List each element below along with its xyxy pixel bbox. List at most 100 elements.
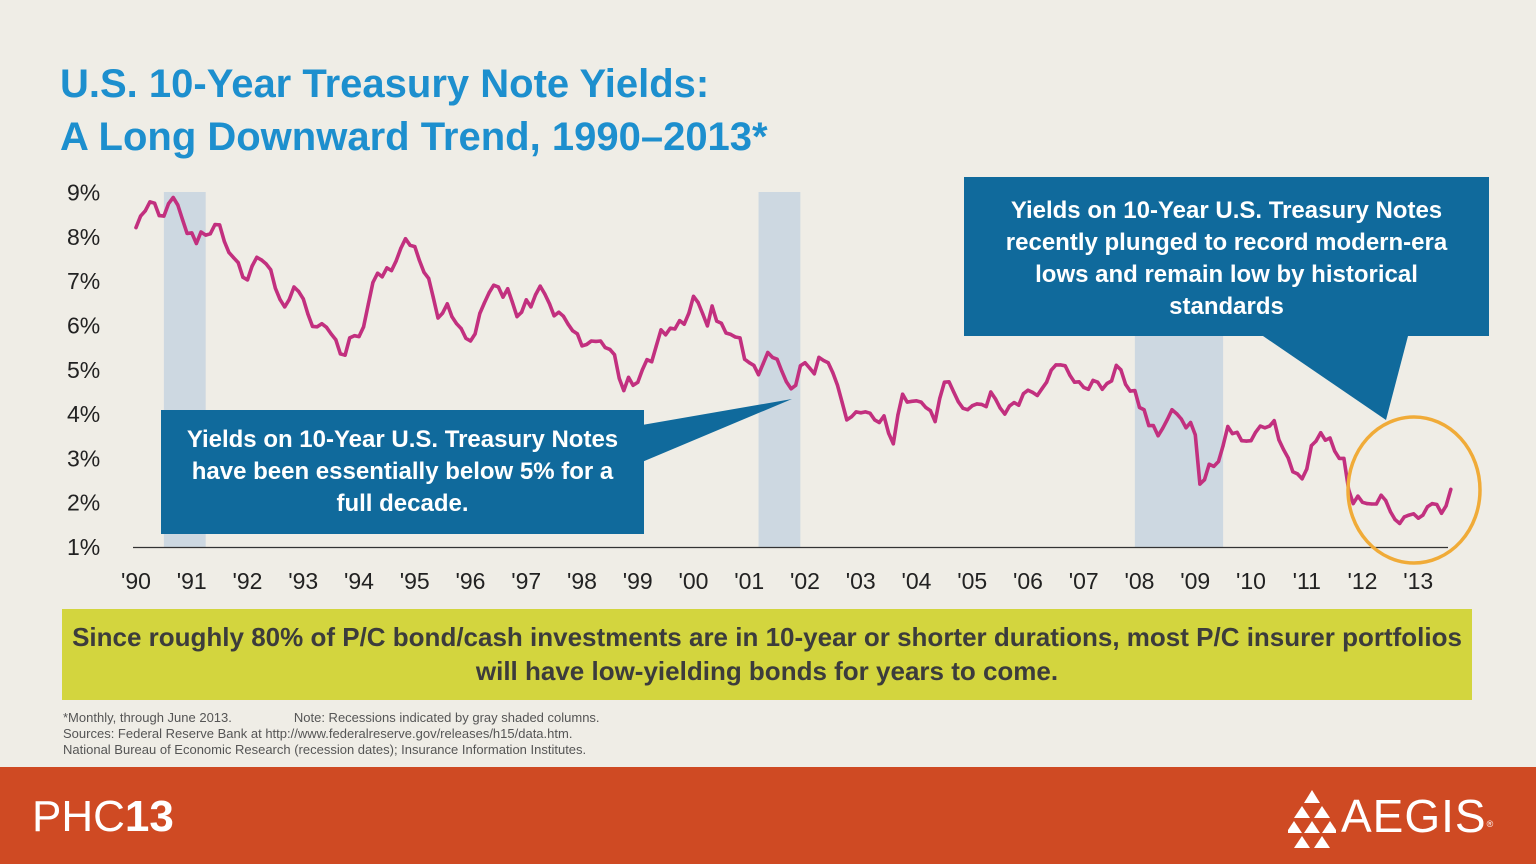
data-point [366,302,370,306]
data-point [436,316,440,320]
data-point [979,402,984,406]
data-point [803,361,807,365]
data-point [269,268,273,272]
data-point [376,271,380,275]
takeaway-banner: Since roughly 80% of P/C bond/cash inves… [62,609,1472,700]
data-point [259,258,263,262]
data-point [1184,426,1188,430]
data-point [1156,434,1160,438]
data-point [1049,368,1053,372]
data-point [292,285,296,289]
data-point [1235,430,1239,434]
callout-left-pointer [642,399,792,462]
data-point [910,399,914,403]
data-point [1333,449,1337,453]
data-point [348,336,352,340]
data-point [310,324,315,328]
data-point [1244,439,1248,443]
data-point [324,325,329,329]
data-point [696,300,700,305]
x-tick-label: '95 [400,568,430,594]
data-point [608,347,612,351]
data-point [640,368,645,372]
data-point [993,397,998,401]
data-point [524,298,528,302]
data-point [255,255,259,259]
data-point [603,346,607,350]
data-point [1421,513,1425,517]
data-point [770,355,775,359]
data-point [334,338,338,342]
data-point [1230,432,1234,436]
data-point [283,305,287,309]
data-point [1249,439,1253,443]
data-point [1017,403,1021,407]
data-point [1425,505,1430,509]
y-tick-label: 2% [67,490,100,516]
data-point [199,230,203,234]
data-point [914,399,919,403]
data-point [1189,420,1193,425]
data-point [798,364,803,368]
data-point [659,328,663,332]
data-point [1281,447,1286,452]
data-point [817,355,821,359]
data-point [459,327,463,331]
data-point [236,261,240,265]
data-point [338,352,342,356]
data-point [1393,517,1397,522]
data-point [840,401,844,405]
data-point [1072,380,1077,384]
data-point [682,322,686,326]
data-point [1258,424,1262,428]
data-point [854,410,858,414]
data-point [148,200,152,204]
data-point [389,269,394,273]
data-point [557,310,561,314]
data-point [1170,408,1174,412]
data-point [766,350,770,355]
data-point [1254,430,1258,434]
data-point [784,380,789,384]
data-point [650,360,654,364]
slide-title: U.S. 10-Year Treasury Note Yields: A Lon… [60,58,768,164]
data-point [222,239,226,243]
data-point [687,311,691,315]
data-point [1370,502,1374,506]
data-point [1435,502,1439,507]
data-point [961,406,965,410]
data-point [520,310,524,314]
data-point [343,353,347,357]
data-point [297,289,301,293]
data-point [1114,363,1118,367]
data-point [232,256,236,260]
data-point [1086,387,1090,391]
data-point [417,258,421,262]
data-point [1221,444,1225,448]
data-point [1003,412,1007,416]
data-point [1045,380,1049,384]
data-point [919,400,923,404]
data-point [701,312,705,316]
x-tick-label: '92 [233,568,263,594]
y-tick-label: 4% [67,401,100,427]
data-point [371,280,375,285]
phc-logo-suffix: 13 [124,792,174,841]
data-point [719,321,724,325]
data-point [868,411,872,415]
data-point [329,332,333,336]
data-point [1449,487,1453,491]
x-tick-label: '00 [679,568,709,594]
data-point [1082,385,1086,390]
data-point [1277,438,1281,442]
data-point [529,305,533,309]
data-point [901,392,905,396]
data-point [1031,390,1035,394]
data-point [166,202,171,206]
data-point [1175,412,1179,416]
data-point [362,325,366,329]
callout-record-lows: Yields on 10-Year U.S. Treasury Notes re… [964,177,1489,336]
data-point [1309,444,1313,448]
data-point [561,314,566,318]
data-point [301,297,305,301]
